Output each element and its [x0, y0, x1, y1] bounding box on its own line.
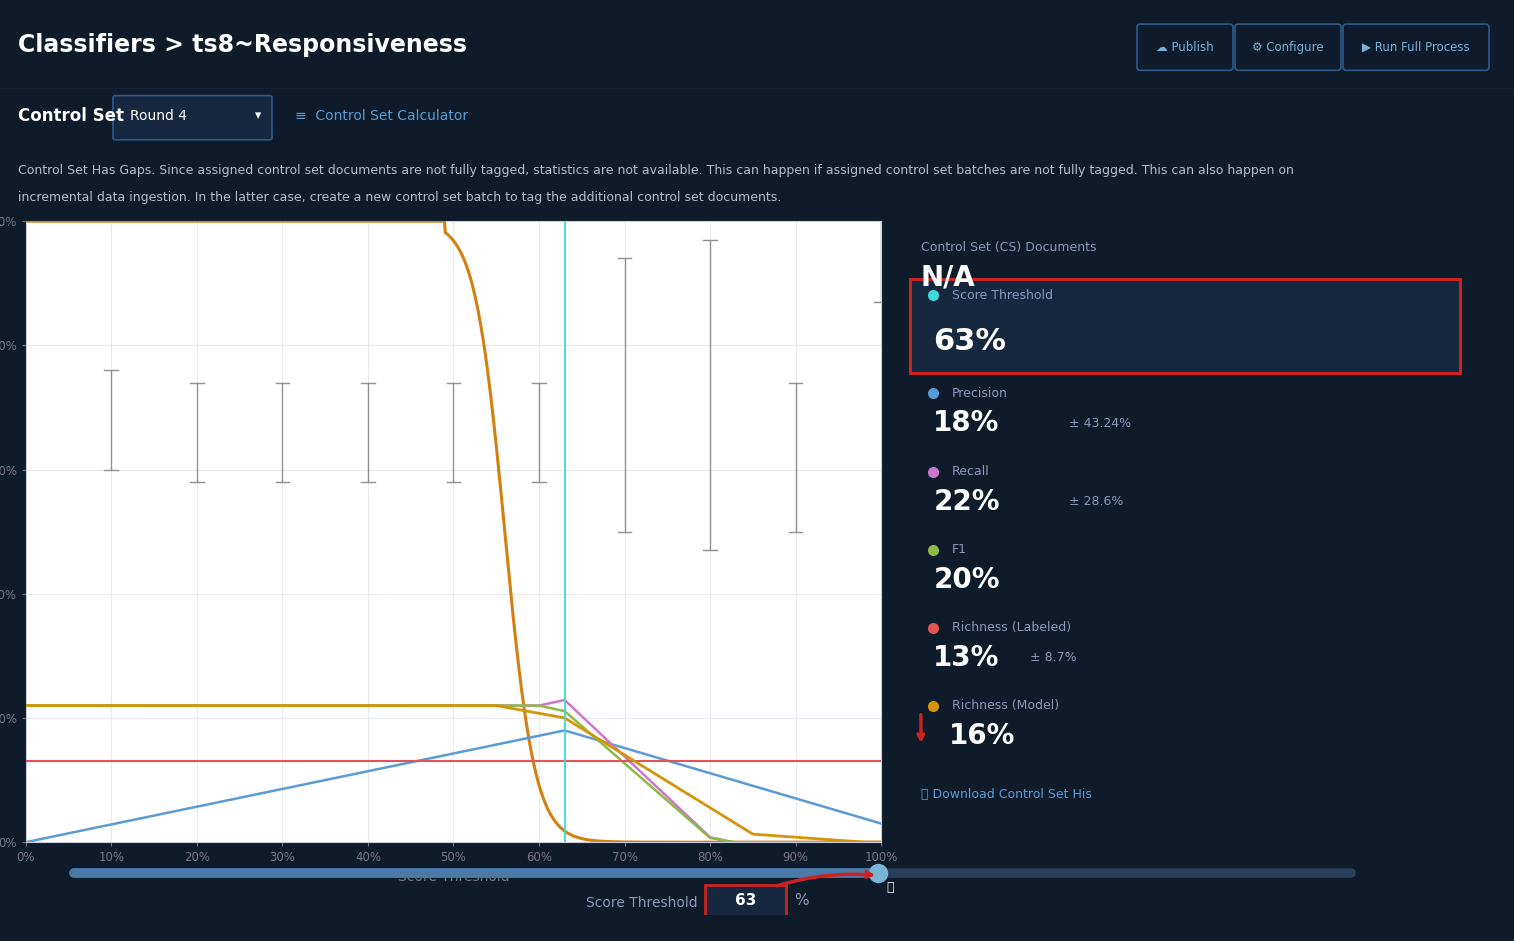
Text: ▾: ▾ [254, 109, 260, 122]
Text: ± 43.24%: ± 43.24% [1069, 417, 1131, 430]
Text: F1: F1 [952, 543, 967, 556]
Text: 63%: 63% [933, 327, 1007, 356]
Text: 13%: 13% [933, 644, 999, 672]
Text: %: % [793, 893, 808, 908]
Text: Control Set Has Gaps. Since assigned control set documents are not fully tagged,: Control Set Has Gaps. Since assigned con… [18, 164, 1294, 177]
Text: ▶ Run Full Process: ▶ Run Full Process [1363, 40, 1470, 54]
Text: N/A: N/A [921, 263, 975, 291]
Text: 18%: 18% [933, 409, 999, 438]
Text: 63: 63 [736, 893, 757, 908]
Text: ⚙ Configure: ⚙ Configure [1252, 40, 1323, 54]
Text: ≡  Control Set Calculator: ≡ Control Set Calculator [295, 108, 468, 122]
Text: Richness (Model): Richness (Model) [952, 699, 1060, 712]
Text: 16%: 16% [949, 722, 1016, 750]
Text: Control Set (CS) Documents: Control Set (CS) Documents [921, 241, 1096, 254]
Text: Richness (Labeled): Richness (Labeled) [952, 621, 1070, 634]
Text: ± 28.6%: ± 28.6% [1069, 495, 1123, 508]
FancyBboxPatch shape [1235, 24, 1341, 71]
FancyBboxPatch shape [1343, 24, 1488, 71]
Text: ± 8.7%: ± 8.7% [1030, 651, 1076, 664]
FancyBboxPatch shape [114, 96, 273, 140]
Text: 🖱: 🖱 [886, 881, 893, 894]
Text: ☁ Publish: ☁ Publish [1157, 40, 1214, 54]
Text: Control Set: Control Set [18, 106, 124, 124]
FancyBboxPatch shape [910, 279, 1459, 374]
Text: Score Threshold: Score Threshold [952, 289, 1054, 302]
FancyBboxPatch shape [1137, 24, 1232, 71]
Text: Recall: Recall [952, 465, 990, 478]
Text: ⤓ Download Control Set His: ⤓ Download Control Set His [921, 788, 1092, 801]
Text: Precision: Precision [952, 387, 1008, 400]
FancyBboxPatch shape [706, 885, 786, 917]
Text: 22%: 22% [933, 487, 999, 516]
Text: Classifiers > ts8~Responsiveness: Classifiers > ts8~Responsiveness [18, 33, 466, 57]
Text: Score Threshold: Score Threshold [586, 896, 698, 910]
Text: Round 4: Round 4 [130, 108, 188, 122]
X-axis label: Score Threshold: Score Threshold [398, 869, 509, 884]
Text: incremental data ingestion. In the latter case, create a new control set batch t: incremental data ingestion. In the latte… [18, 191, 781, 204]
Text: 20%: 20% [933, 566, 999, 594]
